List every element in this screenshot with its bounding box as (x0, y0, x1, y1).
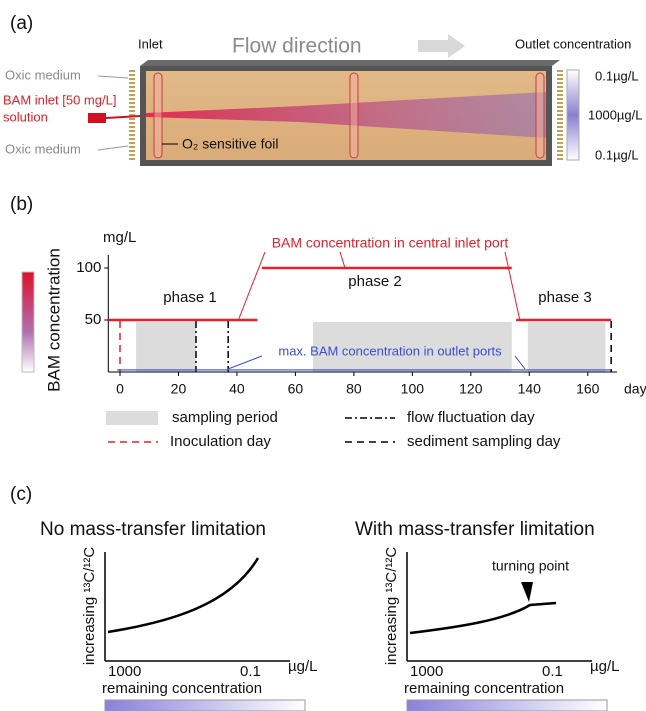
legend-label: Inoculation day (170, 433, 271, 450)
legend-swatch (106, 411, 158, 425)
y-unit: mg/L (103, 229, 136, 246)
x-tick-label: 160 (576, 381, 600, 397)
x-tick-label: 80 (346, 381, 362, 397)
x-tick-label: 100 (401, 381, 425, 397)
foil (349, 72, 359, 159)
phase-label: phase 2 (348, 273, 401, 290)
inlet-label: Inlet (138, 36, 163, 51)
leader (504, 251, 521, 322)
arrow (105, 115, 141, 119)
foil (153, 72, 163, 159)
colorbar (21, 271, 35, 373)
panel-label: (c) (10, 484, 32, 505)
y-label: increasing ¹³C/¹²C (81, 547, 98, 666)
x-tick-label: 0.1 (542, 663, 563, 680)
panel-c: (c) No mass-transfer limitation increasi… (10, 484, 620, 711)
y-tick-label: 100 (76, 259, 101, 276)
inlet-block (88, 113, 106, 123)
legend-label: flow fluctuation day (407, 409, 535, 426)
foil-label: O₂ sensitive foil (182, 136, 278, 152)
x-unit: µg/L (288, 658, 318, 675)
series-line (108, 266, 612, 322)
scale-label: 0.1µg/L (595, 68, 639, 83)
x-tick-label: 60 (288, 381, 304, 397)
annotation: turning point (492, 558, 569, 574)
x-label: remaining concentration (102, 680, 262, 697)
sampling-period (136, 322, 197, 372)
plot-title: With mass-transfer limitation (355, 519, 595, 540)
x-unit: µg/L (590, 658, 620, 675)
x-tick-label: 20 (171, 381, 187, 397)
flow-arrow (418, 34, 465, 58)
outlet-label: Outlet concentration (515, 36, 631, 51)
oxic-label: Oxic medium (5, 141, 81, 156)
phase-label: phase 3 (538, 289, 591, 306)
inlet-solution: BAM inlet [50 mg/L] (3, 92, 116, 107)
scale-label: 0.1µg/L (595, 147, 639, 162)
arrow (97, 75, 129, 79)
phase-label: phase 1 (163, 289, 216, 306)
sampling-period (312, 322, 512, 372)
plot-title: No mass-transfer limitation (40, 519, 266, 540)
oxic-label: Oxic medium (5, 67, 81, 82)
y-label: increasing ¹³C/¹²C (383, 547, 400, 666)
plume (146, 92, 546, 138)
panel-b: (b) BAM concentration mg/L day 50 100 0 20 4… (10, 194, 646, 450)
curve (107, 557, 260, 634)
legend-label: sediment sampling day (407, 433, 561, 450)
panel-a: (a) Inlet Flow direction Outlet concentr… (3, 13, 642, 166)
leader (237, 251, 266, 322)
x-tick-label: 1000 (410, 663, 443, 680)
y-tick-label: 50 (85, 311, 102, 328)
sampling-period (527, 322, 606, 372)
x-tick-label: 0.1 (240, 663, 261, 680)
x-label: remaining concentration (404, 680, 564, 697)
leader (514, 355, 526, 370)
x-tick-label: 40 (229, 381, 245, 397)
series-annotation: BAM concentration in central inlet port (272, 235, 509, 251)
curve (409, 601, 557, 635)
turning-point-arrow (521, 582, 533, 602)
outlet-colorbar (566, 69, 580, 161)
panel-label: (a) (10, 13, 33, 34)
inlet-solution: solution (3, 109, 48, 124)
box-top (140, 60, 560, 66)
arrow (97, 145, 129, 151)
gradient-bar (406, 699, 608, 711)
foil (535, 72, 545, 159)
y-axis-label: BAM concentration (44, 248, 63, 392)
x-tick-label: 140 (518, 381, 542, 397)
panel-label: (b) (10, 194, 33, 215)
leader (227, 355, 263, 370)
series-annotation: max. BAM concentration in outlet ports (278, 343, 502, 358)
x-tick-label: 1000 (108, 663, 141, 680)
x-axis-label: day (624, 381, 646, 397)
x-tick-label: 120 (459, 381, 483, 397)
x-tick-label: 0 (116, 381, 124, 397)
flow-label: Flow direction (232, 35, 362, 58)
legend-label: sampling period (172, 409, 278, 426)
leader (339, 251, 346, 269)
scale-label: 1000µg/L (588, 107, 642, 122)
gradient-bar (104, 699, 306, 711)
